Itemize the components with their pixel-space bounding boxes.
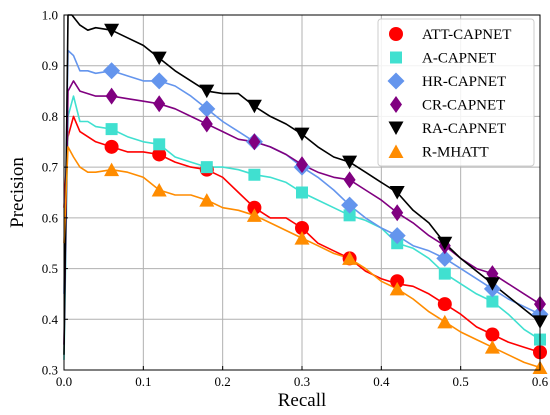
data-point-r-mhatt	[294, 231, 310, 245]
data-point-a-capnet	[296, 186, 308, 199]
x-tick-label: 0.1	[135, 374, 151, 389]
data-point-a-capnet	[486, 295, 499, 308]
series-markers	[103, 23, 549, 374]
data-point-att-capnet	[390, 274, 405, 289]
data-point-r-mhatt	[389, 281, 405, 296]
y-tick-label: 0.9	[42, 58, 58, 73]
series-line-a-capnet	[63, 95, 541, 360]
legend-marker-att-capnet	[389, 27, 403, 41]
legend-marker-r-mhatt	[388, 144, 404, 158]
data-point-cr-capnet	[391, 204, 404, 222]
data-point-r-mhatt	[484, 340, 500, 354]
data-point-hr-capnet	[341, 196, 359, 214]
data-point-cr-capnet	[153, 95, 166, 113]
y-tick-label: 0.4	[42, 312, 59, 327]
data-point-a-capnet	[248, 168, 261, 181]
legend-label-att-capnet: ATT-CAPNET	[422, 27, 511, 43]
data-point-att-capnet	[104, 139, 119, 154]
x-tick-label: 0.4	[373, 374, 390, 389]
data-point-ra-capnet	[437, 236, 453, 251]
data-point-a-capnet	[153, 138, 166, 151]
data-point-hr-capnet	[150, 72, 168, 90]
y-tick-label: 1.0	[42, 8, 58, 23]
data-point-hr-capnet	[198, 100, 216, 118]
data-point-ra-capnet	[199, 84, 215, 99]
data-point-ra-capnet	[294, 127, 310, 142]
data-point-hr-capnet	[388, 227, 406, 245]
data-point-r-mhatt	[246, 208, 262, 222]
data-point-ra-capnet	[104, 23, 120, 38]
data-point-r-mhatt	[199, 193, 215, 207]
data-point-cr-capnet	[296, 156, 308, 174]
data-point-att-capnet	[247, 200, 262, 215]
legend-label-cr-capnet: CR-CAPNET	[422, 98, 505, 114]
legend-marker-a-capnet	[390, 51, 402, 64]
data-point-att-capnet	[437, 297, 452, 312]
series-line-r-mhatt	[63, 146, 541, 369]
data-point-ra-capnet	[246, 99, 262, 114]
legend-marker-cr-capnet	[390, 96, 402, 113]
legend-label-hr-capnet: HR-CAPNET	[422, 74, 506, 90]
data-point-att-capnet	[295, 221, 309, 235]
data-point-a-capnet	[200, 161, 213, 174]
data-point-cr-capnet	[105, 87, 118, 105]
data-point-cr-capnet	[343, 171, 356, 189]
legend-box	[377, 18, 535, 167]
data-point-att-capnet	[152, 147, 167, 162]
y-axis-title: Precision	[7, 157, 28, 228]
data-point-hr-capnet	[103, 62, 121, 80]
data-point-a-capnet	[438, 267, 451, 280]
series-lines	[63, 14, 541, 369]
legend-marker-ra-capnet	[388, 121, 404, 135]
x-axis-ticks: 0.0 0.1 0.2 0.3 0.4 0.5 0.6	[56, 366, 549, 389]
x-tick-label: 0.5	[453, 374, 469, 389]
data-point-cr-capnet	[200, 115, 213, 133]
data-point-ra-capnet	[151, 51, 167, 66]
x-tick-label: 0.2	[215, 374, 231, 389]
x-axis-title: Recall	[278, 390, 327, 411]
data-point-ra-capnet	[484, 277, 500, 291]
data-point-r-mhatt	[437, 314, 453, 329]
x-tick-label: 0.6	[532, 374, 549, 389]
legend-marker-hr-capnet	[387, 72, 405, 90]
y-tick-label: 0.8	[42, 109, 58, 124]
data-point-cr-capnet	[248, 133, 261, 151]
data-point-r-mhatt	[151, 182, 167, 197]
series-line-ra-capnet	[63, 14, 541, 355]
legend-label-r-mhatt: R-MHATT	[422, 145, 489, 161]
y-tick-label: 0.6	[42, 210, 59, 225]
data-point-a-capnet	[343, 209, 356, 222]
x-tick-label: 0.3	[294, 374, 310, 389]
x-tick-label: 0.0	[56, 374, 72, 389]
legend: ATT-CAPNET A-CAPNET HR-CAPNET CR-CAPNET RA-C…	[377, 18, 535, 167]
data-point-ra-capnet	[342, 155, 358, 170]
data-point-ra-capnet	[389, 186, 405, 200]
data-point-hr-capnet	[436, 249, 454, 267]
y-tick-label: 0.3	[42, 363, 58, 378]
y-tick-label: 0.5	[42, 261, 58, 276]
series-line-cr-capnet	[63, 80, 541, 345]
data-point-a-capnet	[105, 123, 118, 136]
data-point-att-capnet	[485, 327, 500, 342]
y-tick-label: 0.7	[42, 160, 59, 175]
legend-label-a-capnet: A-CAPNET	[422, 51, 496, 67]
series-line-att-capnet	[63, 115, 541, 354]
data-point-r-mhatt	[104, 162, 120, 177]
legend-label-ra-capnet: RA-CAPNET	[422, 121, 506, 137]
y-axis-ticks: 0.3 0.4 0.5 0.6 0.7 0.8 0.9 1.0	[42, 8, 68, 378]
data-point-r-mhatt	[342, 251, 358, 265]
